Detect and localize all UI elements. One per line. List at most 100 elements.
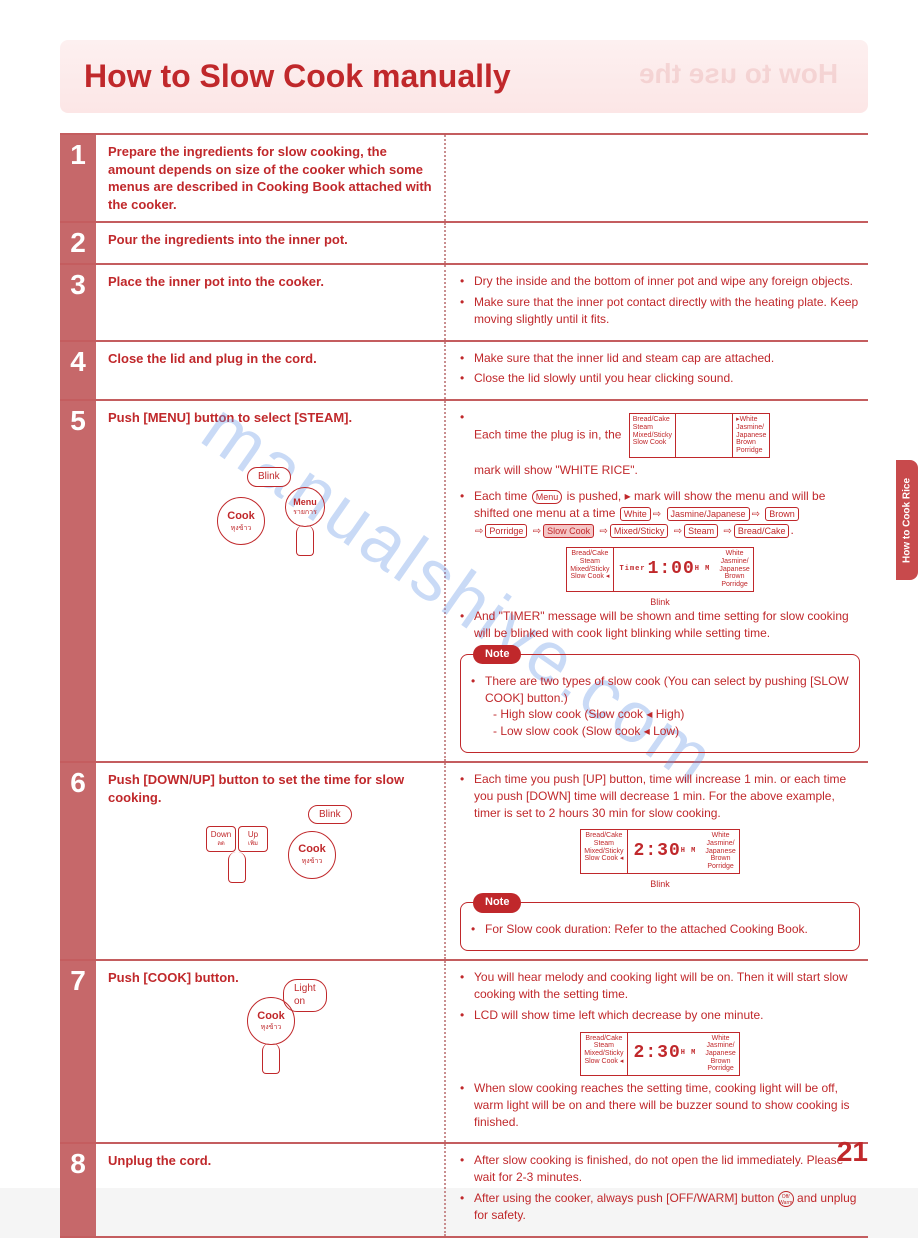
cook-button-icon: Cook หุงข้าว xyxy=(247,997,295,1045)
step-row: 3 Place the inner pot into the cooker. D… xyxy=(60,265,868,341)
step-instruction-text: Push [COOK] button. xyxy=(108,969,434,987)
detail-bullet: After using the cooker, always push [OFF… xyxy=(460,1190,860,1224)
finger-icon xyxy=(296,525,314,556)
seq-chip: Porridge xyxy=(485,524,527,538)
lcd-time: 2:30H M xyxy=(628,830,703,872)
cook-button-group: Blink Cook หุงข้าว xyxy=(288,831,336,879)
time-value: 2:30 xyxy=(634,1044,681,1064)
step-details: Each time you push [UP] button, time wil… xyxy=(446,763,868,959)
step-number: 1 xyxy=(60,135,96,221)
note-box: Note For Slow cook duration: Refer to th… xyxy=(460,902,860,951)
menu-button-icon: Menu รายการ xyxy=(285,487,325,527)
detail-bullet: Each time you push [UP] button, time wil… xyxy=(460,771,860,821)
detail-bullet: After slow cooking is finished, do not o… xyxy=(460,1152,860,1186)
steps-list: 1 Prepare the ingredients for slow cooki… xyxy=(60,133,868,1238)
step-instruction: Place the inner pot into the cooker. xyxy=(96,265,446,339)
step-row: 2 Pour the ingredients into the inner po… xyxy=(60,223,868,265)
step-instruction-text: Push [DOWN/UP] button to set the time fo… xyxy=(108,771,434,806)
text: mark will show "WHITE RICE". xyxy=(474,463,638,477)
detail-bullet: Each time the plug is in, the Bread/Cake… xyxy=(460,409,860,478)
cook-button-group: Blink Cook หุงข้าว xyxy=(217,497,265,545)
note-label: Note xyxy=(473,645,521,664)
ghost-title: How to use the xyxy=(639,58,838,90)
lcd-time: 2:30H M xyxy=(628,1033,703,1075)
cook-sublabel: หุงข้าว xyxy=(261,1023,282,1032)
step-details xyxy=(446,135,868,221)
seq-chip: Jasmine/Japanese xyxy=(667,507,750,521)
step-row: 5 Push [MENU] button to select [STEAM]. … xyxy=(60,401,868,763)
step-row: 8 Unplug the cord. After slow cooking is… xyxy=(60,1144,868,1237)
arrow-icon: ⇨ xyxy=(674,525,682,539)
step-row: 4 Close the lid and plug in the cord. Ma… xyxy=(60,342,868,402)
page-number: 21 xyxy=(837,1136,868,1168)
step-details: After slow cooking is finished, do not o… xyxy=(446,1144,868,1235)
lcd-display: Bread/CakeSteamMixed/StickySlow Cook ◂ T… xyxy=(460,543,860,608)
arrow-icon: ⇨ xyxy=(475,525,483,539)
blink-callout: Blink xyxy=(308,805,352,825)
step-row: 7 Push [COOK] button. Light on Cook หุงข… xyxy=(60,961,868,1144)
lcd-right-col: WhiteJasmine/JapaneseBrownPorridge xyxy=(716,548,752,590)
seq-chip: Bread/Cake xyxy=(734,524,790,538)
cook-sublabel: หุงข้าว xyxy=(302,857,323,866)
arrow-icon: ⇨ xyxy=(600,525,608,539)
detail-bullet: Dry the inside and the bottom of inner p… xyxy=(460,273,860,290)
step-instruction: Push [COOK] button. Light on Cook หุงข้า… xyxy=(96,961,446,1142)
updown-group: Downลด Upเพิ่ม xyxy=(206,826,268,883)
step-number: 2 xyxy=(60,223,96,263)
note-box: Note There are two types of slow cook (Y… xyxy=(460,654,860,753)
finger-icon xyxy=(262,1043,280,1074)
blink-label: Blink xyxy=(460,596,860,609)
header-banner: How to Slow Cook manually How to use the xyxy=(60,40,868,113)
step-instruction: Push [MENU] button to select [STEAM]. Bl… xyxy=(96,401,446,761)
cook-label: Cook xyxy=(227,509,255,524)
lcd-left-col: Bread/CakeSteamMixed/StickySlow Cook xyxy=(630,414,676,456)
detail-bullet: Make sure that the inner pot contact dir… xyxy=(460,294,860,328)
step-instruction: Close the lid and plug in the cord. xyxy=(96,342,446,400)
seq-chip: Mixed/Sticky xyxy=(610,524,669,538)
menu-chip: Menu xyxy=(532,490,563,504)
lcd-display: Bread/CakeSteamMixed/StickySlow Cook ◂ 2… xyxy=(460,1028,860,1080)
step-instruction: Unplug the cord. xyxy=(96,1144,446,1235)
manual-page: manualshive.com How to Slow Cook manuall… xyxy=(0,0,918,1188)
detail-bullet: Each time Menu is pushed, ▸ mark will sh… xyxy=(460,488,860,539)
seq-chip: Steam xyxy=(684,524,718,538)
note-text: There are two types of slow cook (You ca… xyxy=(471,673,849,740)
cook-label: Cook xyxy=(298,842,326,857)
step-details xyxy=(446,223,868,263)
cook-button-group: Light on Cook หุงข้าว xyxy=(247,997,295,1074)
arrow-icon: ⇨ xyxy=(752,508,760,522)
seq-chip-highlight: Slow Cook xyxy=(543,524,594,538)
cook-sublabel: หุงข้าว xyxy=(231,524,252,533)
step-instruction: Push [DOWN/UP] button to set the time fo… xyxy=(96,763,446,959)
arrow-icon: ⇨ xyxy=(653,508,661,522)
detail-bullet: Close the lid slowly until you hear clic… xyxy=(460,370,860,387)
step-details: Make sure that the inner lid and steam c… xyxy=(446,342,868,400)
text: - High slow cook (Slow cook ◂ High) xyxy=(485,706,684,723)
step-row: 1 Prepare the ingredients for slow cooki… xyxy=(60,135,868,223)
button-diagram: Downลด Upเพิ่ม Blink Cook หุงข้าว xyxy=(108,826,434,883)
down-button-icon: Downลด xyxy=(206,826,236,852)
step-number: 8 xyxy=(60,1144,96,1235)
detail-bullet: LCD will show time left which decrease b… xyxy=(460,1007,860,1024)
lcd-panel: Bread/CakeSteamMixed/StickySlow Cook ▸Wh… xyxy=(629,413,771,457)
cook-label: Cook xyxy=(257,1009,285,1024)
lcd-panel: Bread/CakeSteamMixed/StickySlow Cook ◂ 2… xyxy=(580,1032,739,1076)
time-value: 1:00 xyxy=(648,560,695,580)
finger-icon xyxy=(228,852,246,883)
step-number: 7 xyxy=(60,961,96,1142)
detail-bullet: Make sure that the inner lid and steam c… xyxy=(460,350,860,367)
menu-label: Menu xyxy=(293,496,317,508)
step-instruction-text: Push [MENU] button to select [STEAM]. xyxy=(108,409,434,427)
cook-button-icon: Cook หุงข้าว xyxy=(217,497,265,545)
step-row: 6 Push [DOWN/UP] button to set the time … xyxy=(60,763,868,961)
step-number: 3 xyxy=(60,265,96,339)
step-details: You will hear melody and cooking light w… xyxy=(446,961,868,1142)
step-details: Dry the inside and the bottom of inner p… xyxy=(446,265,868,339)
lcd-right-col: ▸WhiteJasmine/JapaneseBrownPorridge xyxy=(733,414,769,456)
text: Each time xyxy=(474,489,527,503)
detail-bullet: And "TIMER" message will be shown and ti… xyxy=(460,608,860,642)
text: There are two types of slow cook (You ca… xyxy=(485,674,849,705)
lcd-right-col: WhiteJasmine/JapaneseBrownPorridge xyxy=(702,1033,738,1075)
step-number: 4 xyxy=(60,342,96,400)
arrow-icon: ⇨ xyxy=(533,525,541,539)
